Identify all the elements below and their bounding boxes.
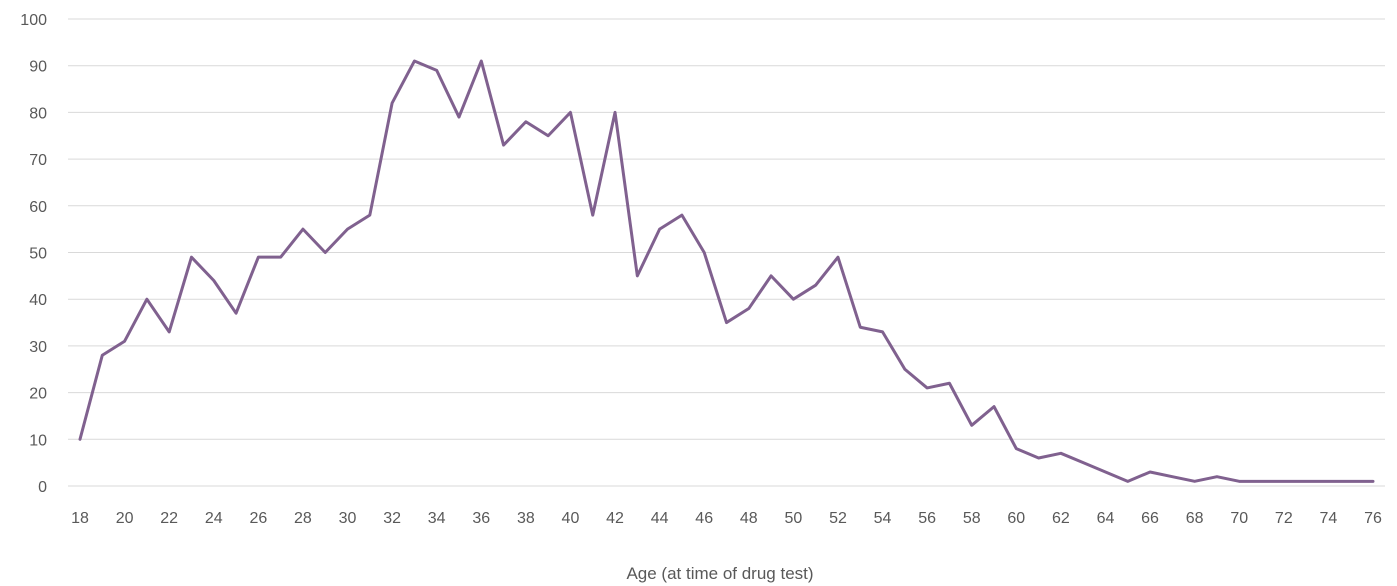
x-tick-label: 54 [874, 510, 892, 527]
x-tick-label: 76 [1364, 510, 1382, 527]
x-tick-label: 24 [205, 510, 223, 527]
x-tick-label: 56 [918, 510, 936, 527]
y-axis-tick-labels: 0 10 20 30 40 50 60 70 80 90 100 [20, 12, 47, 496]
x-tick-label: 62 [1052, 510, 1070, 527]
x-tick-label: 22 [160, 510, 178, 527]
x-tick-label: 60 [1007, 510, 1025, 527]
y-tick-label: 50 [29, 246, 47, 263]
x-tick-label: 38 [517, 510, 535, 527]
x-tick-label: 50 [784, 510, 802, 527]
x-tick-label: 20 [116, 510, 134, 527]
x-tick-label: 32 [383, 510, 401, 527]
y-tick-label: 80 [29, 105, 47, 122]
x-tick-label: 18 [71, 510, 89, 527]
x-tick-label: 70 [1230, 510, 1248, 527]
x-tick-label: 64 [1097, 510, 1115, 527]
x-tick-label: 48 [740, 510, 758, 527]
series-layer [78, 59, 1375, 483]
y-tick-label: 20 [29, 386, 47, 403]
x-tick-label: 42 [606, 510, 624, 527]
y-tick-label: 30 [29, 339, 47, 356]
x-tick-label: 72 [1275, 510, 1293, 527]
x-tick-label: 28 [294, 510, 312, 527]
y-tick-label: 100 [20, 12, 47, 29]
x-tick-label: 46 [695, 510, 713, 527]
x-tick-label: 36 [472, 510, 490, 527]
x-tick-label: 26 [249, 510, 267, 527]
x-tick-label: 58 [963, 510, 981, 527]
x-axis-title: Age (at time of drug test) [626, 564, 813, 583]
x-tick-label: 66 [1141, 510, 1159, 527]
x-tick-label: 68 [1186, 510, 1204, 527]
series-line-0 [78, 59, 1375, 483]
x-tick-label: 52 [829, 510, 847, 527]
y-tick-label: 90 [29, 59, 47, 76]
x-tick-label: 30 [339, 510, 357, 527]
y-tick-label: 70 [29, 152, 47, 169]
y-tick-label: 10 [29, 432, 47, 449]
x-axis-tick-labels: 18 20 22 24 26 28 30 32 34 36 38 40 42 44 46 48 50 52 54 56… [71, 510, 1382, 527]
x-tick-label: 34 [428, 510, 446, 527]
x-tick-label: 40 [562, 510, 580, 527]
x-tick-label: 74 [1320, 510, 1338, 527]
y-tick-label: 40 [29, 292, 47, 309]
y-tick-label: 60 [29, 199, 47, 216]
y-tick-label: 0 [38, 479, 47, 496]
gridlines [68, 18, 1385, 487]
x-tick-label: 44 [651, 510, 669, 527]
